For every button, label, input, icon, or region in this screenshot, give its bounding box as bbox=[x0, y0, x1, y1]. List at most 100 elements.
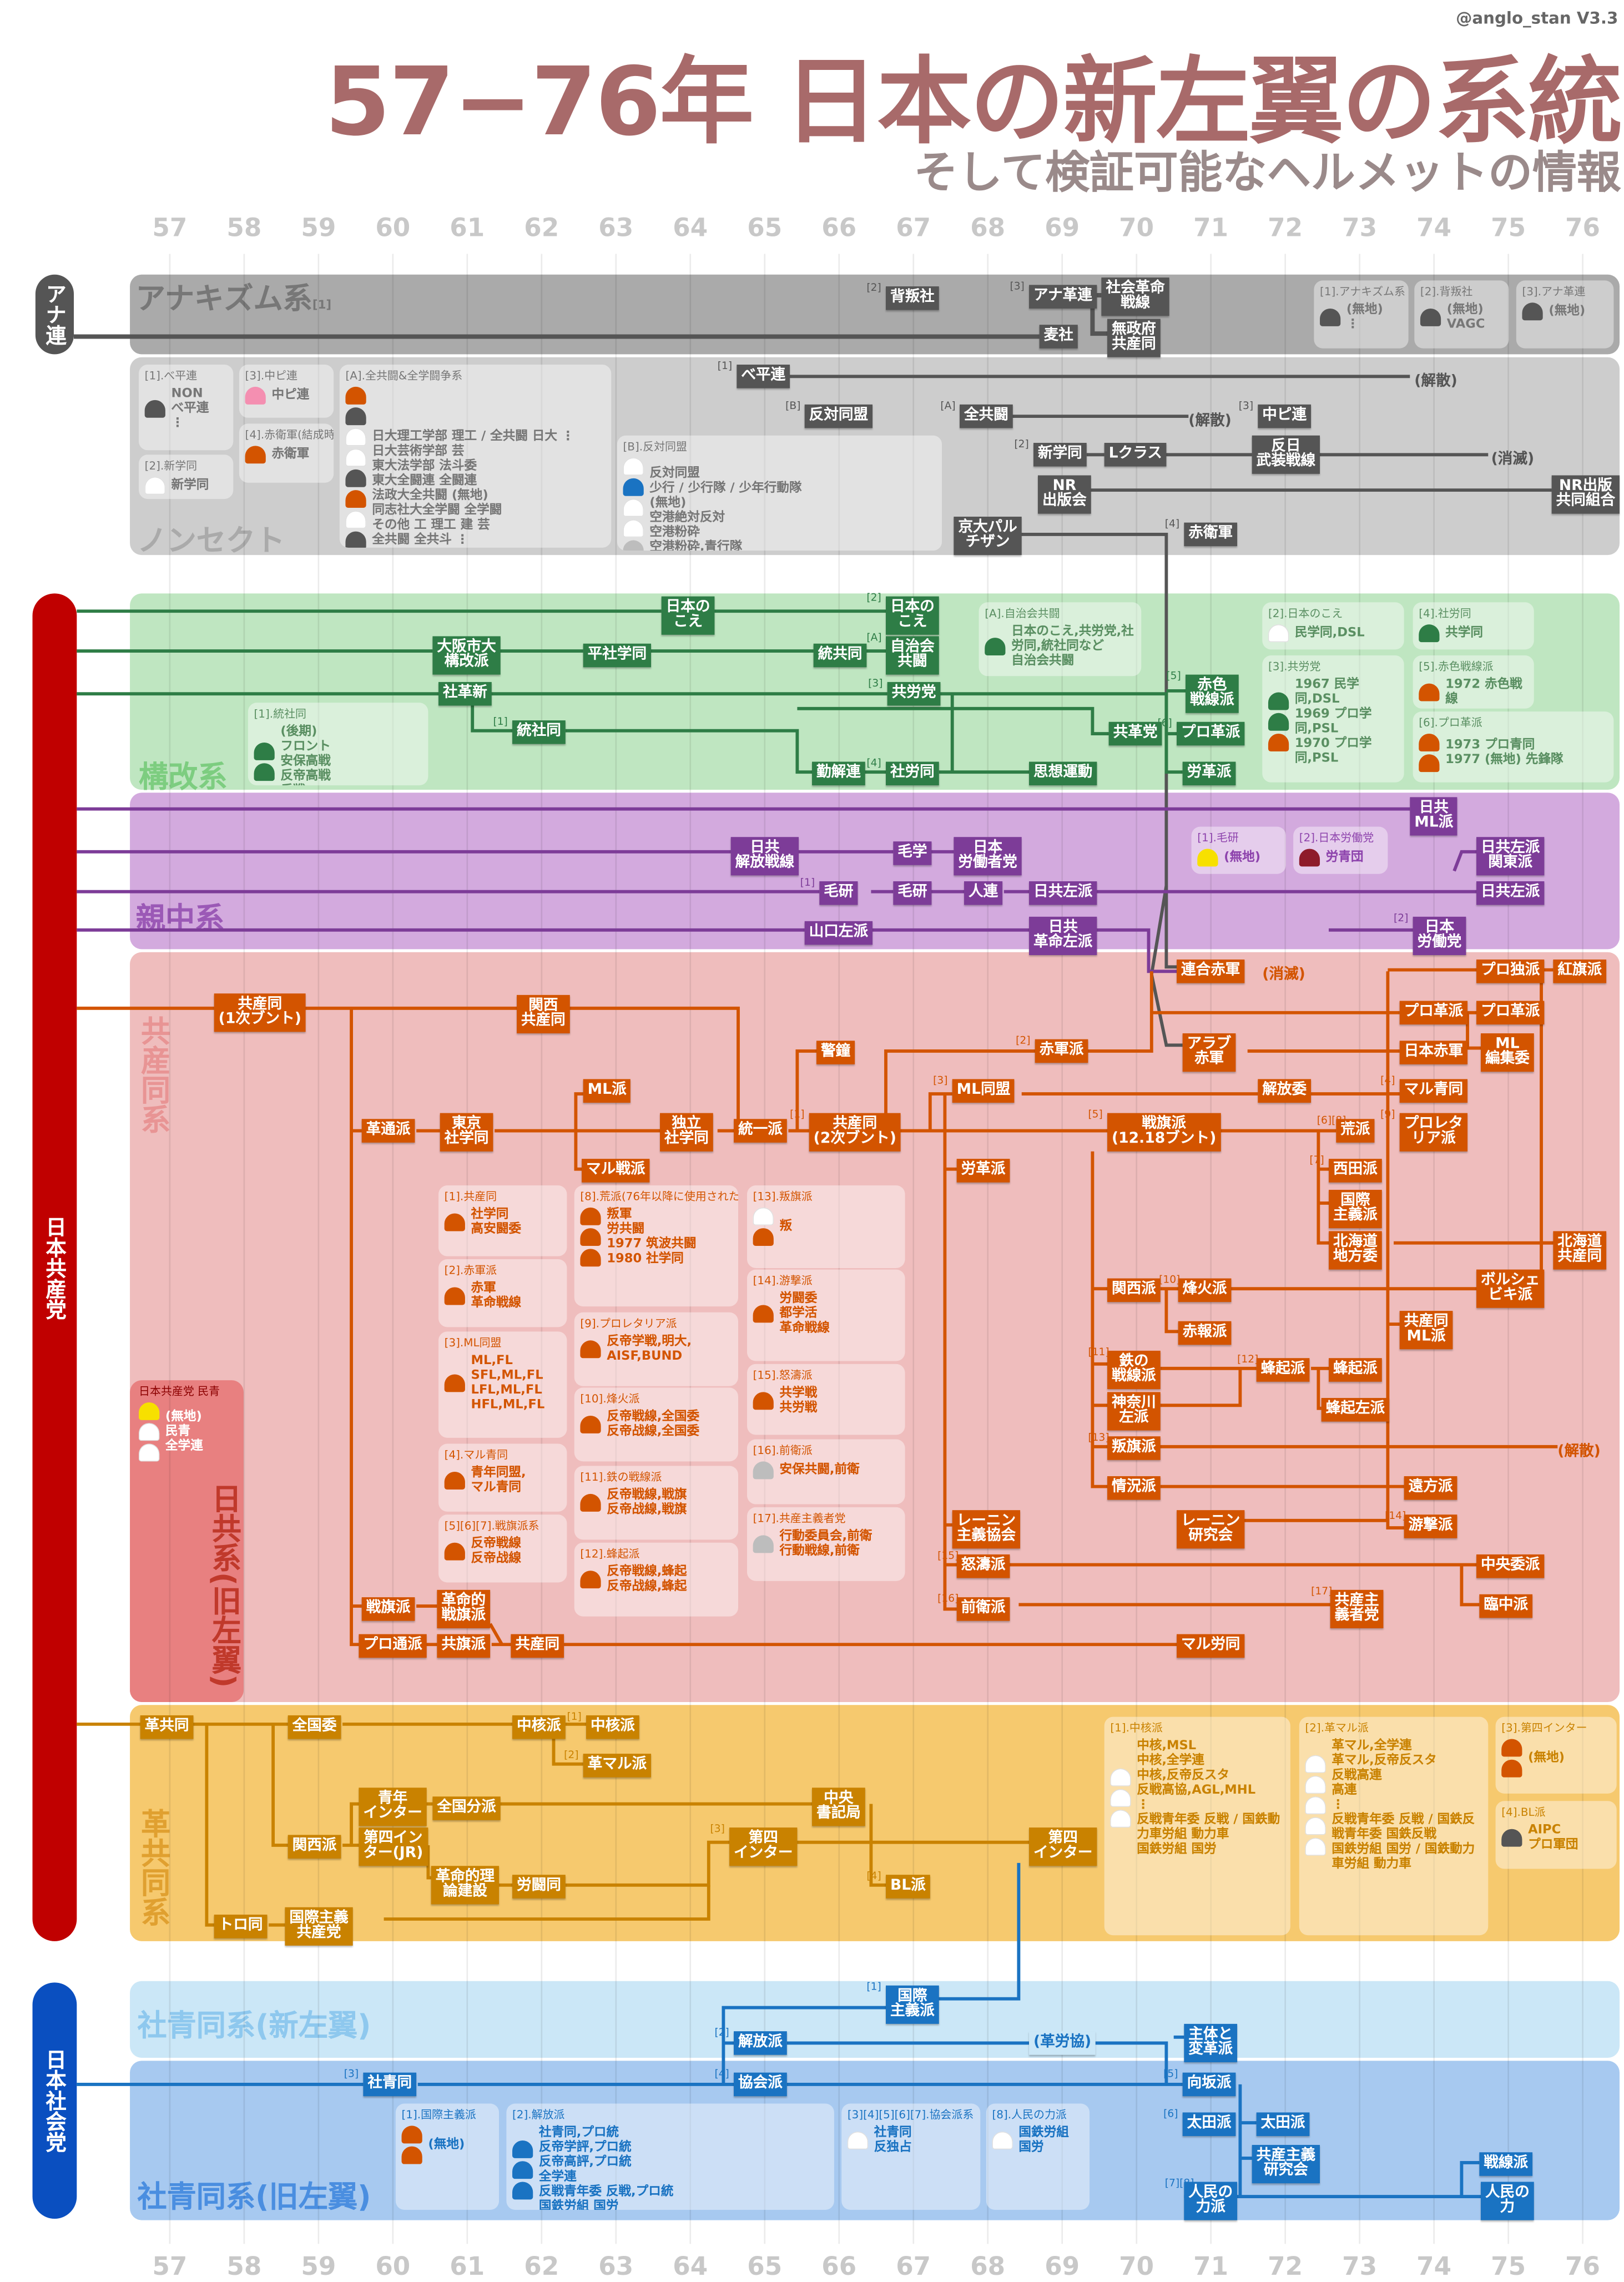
year-label: 61 bbox=[450, 2253, 485, 2282]
node-label: 第四 インター bbox=[734, 1830, 793, 1862]
year-label: 67 bbox=[896, 214, 931, 244]
year-label: 65 bbox=[747, 2253, 783, 2282]
helmet-legend: 日本共産党 民青 (無地) 民青 全学連 bbox=[133, 1380, 242, 1483]
helmet-icon bbox=[753, 1305, 774, 1323]
node-b: 東京 社学同 bbox=[440, 1113, 493, 1152]
node-label: プロ独派 bbox=[1480, 962, 1540, 979]
node-a: 社会革命 戦線 bbox=[1101, 277, 1169, 316]
node-k: 統社同 [1] bbox=[493, 716, 566, 744]
node-label: 西田派 bbox=[1333, 1162, 1378, 1178]
year-label: 73 bbox=[1342, 214, 1378, 244]
band-shaseido-new bbox=[130, 1981, 1620, 2058]
helmet-icon bbox=[623, 478, 644, 496]
node-label: 社革新 bbox=[443, 685, 487, 701]
node-label: 革マル派 bbox=[587, 1756, 647, 1773]
lineage-line bbox=[384, 1885, 710, 1921]
helmet-legend: [15].怒濤派 共学戦 共労戦 bbox=[747, 1364, 905, 1435]
node-label: 前衛派 bbox=[961, 1600, 1006, 1617]
helmet-legend: [2].背叛社 (無地) VAGC bbox=[1414, 280, 1509, 349]
node-label: 赤色 戦線派 bbox=[1189, 677, 1234, 709]
year-label: 60 bbox=[375, 214, 411, 244]
node-n: 中ピ連 [3] bbox=[1239, 400, 1312, 428]
node-b: 叛旗派 [13] bbox=[1088, 1432, 1161, 1460]
node-footnote-tag: [1] bbox=[493, 716, 508, 728]
helmet-icon bbox=[139, 1423, 160, 1441]
helmet-icon bbox=[753, 1228, 774, 1246]
node-j: 人民の 力派 [7][8] bbox=[1165, 2178, 1238, 2220]
group-label-kakukyodo: 革共同系 bbox=[135, 1808, 172, 1927]
helmet-icon bbox=[245, 446, 266, 464]
node-b: 共産同 (1次ブント) bbox=[214, 993, 306, 1032]
helmet-icon bbox=[580, 1340, 601, 1359]
helmet-legend: [1].国際主義派 (無地) bbox=[395, 2103, 500, 2210]
node-b: 革通派 bbox=[361, 1119, 415, 1143]
node-label: 全国委 bbox=[292, 1718, 337, 1735]
helmet-icon bbox=[753, 1392, 774, 1410]
lineage-line bbox=[565, 1840, 730, 1887]
helmet-icon bbox=[1419, 734, 1440, 751]
legend-text: 共学同 bbox=[1445, 625, 1484, 641]
year-label: 60 bbox=[375, 2253, 411, 2282]
node-n: NR 出版会 bbox=[1037, 475, 1091, 514]
node-b: 革命的 戦旗派 bbox=[437, 1589, 491, 1628]
legend-text: 赤軍 革命戦線 bbox=[471, 1281, 522, 1311]
node-s: 日共 解放戦線 bbox=[730, 837, 799, 876]
legend-text: 反帝戦線 反帝战線 bbox=[471, 1537, 522, 1567]
node-footnote-tag: [4] bbox=[866, 757, 881, 769]
node-b: プロ通派 bbox=[359, 1634, 427, 1658]
helmet-legend: [14].游撃派 労闘委 都学活 革命戦線 bbox=[747, 1269, 905, 1361]
lineage-line bbox=[1092, 928, 1177, 973]
node-footnote-tag: [16] bbox=[937, 1593, 959, 1605]
legend-text: 反帝戦線,蜂起 反帝战線,蜂起 bbox=[607, 1564, 687, 1594]
node-b: 北海道 共産同 bbox=[1553, 1231, 1607, 1270]
node-footnote-tag: [A] bbox=[866, 632, 882, 644]
node-footnote-tag: [2] bbox=[1014, 438, 1029, 451]
node-label: 日共左派 bbox=[1480, 884, 1540, 901]
legend-title: [A].自治会共闘 bbox=[985, 607, 1060, 620]
node-n: 反日 武装戦線 bbox=[1252, 435, 1320, 474]
legend-text: (無地) bbox=[1549, 304, 1586, 319]
node-j: 国際 主義派 [1] bbox=[866, 1981, 939, 2024]
legend-text: (後期) フロント 安保高戦 反帝高戦 反戦 bbox=[280, 725, 331, 785]
group-label-shaseido-old: 社青同系(旧左翼) bbox=[137, 2179, 371, 2215]
node-footnote-tag: [1] bbox=[866, 1981, 881, 1993]
node-b: ML 編集委 bbox=[1480, 1033, 1534, 1072]
helmet-icon bbox=[1501, 1829, 1522, 1847]
node-a: アナ革連 [3] bbox=[1010, 280, 1097, 309]
node-b: 北海道 地方委 bbox=[1329, 1231, 1382, 1270]
node-a: 麦社 bbox=[1039, 325, 1078, 349]
year-label: 70 bbox=[1119, 214, 1154, 244]
node-b: 統一派 bbox=[734, 1119, 787, 1143]
node-label: 遠方派 bbox=[1408, 1479, 1453, 1496]
helmet-icon bbox=[1305, 1796, 1326, 1815]
node-k: プロ革派 [6] bbox=[1157, 718, 1245, 746]
pill-anaren: アナ連 bbox=[35, 274, 74, 355]
node-label: 連合赤軍 bbox=[1181, 962, 1240, 979]
helmet-icon bbox=[345, 531, 366, 548]
lineage-line bbox=[1317, 1368, 1322, 1410]
legend-title: [1].国際主義派 bbox=[401, 2108, 476, 2122]
lineage-line bbox=[1160, 1368, 1242, 1407]
helmet-icon bbox=[1501, 1759, 1522, 1778]
legend-title: [4].社労同 bbox=[1419, 607, 1471, 620]
node-footnote-tag: [3] bbox=[1238, 400, 1254, 412]
node-label: 中ピ連 bbox=[1262, 407, 1307, 424]
node-label: 中核派 bbox=[517, 1718, 561, 1735]
node-label: 労革派 bbox=[1187, 764, 1232, 781]
node-label: 協会派 bbox=[738, 2075, 783, 2092]
node-j: 解放派 [2] bbox=[714, 2027, 787, 2055]
helmet-icon bbox=[444, 1472, 465, 1490]
node-s: 日共左派 bbox=[1476, 881, 1545, 905]
node-footnote-tag: [14] bbox=[1385, 1510, 1406, 1522]
node-r: 第四イン ター(JR) bbox=[359, 1827, 428, 1866]
node-b: ML同盟 [3] bbox=[933, 1074, 1015, 1103]
node-b: 労革派 bbox=[956, 1159, 1010, 1183]
page-subtitle: そして検証可能なヘルメットの情報 bbox=[914, 148, 1621, 200]
node-s: 日共左派 関東派 bbox=[1476, 837, 1545, 876]
legend-text: 社青同,プロ統 反帝学評,プロ統 反帝高評,プロ統 全学連 反戦青年委 反戦,プ… bbox=[538, 2126, 674, 2210]
node-label: 紅旗派 bbox=[1557, 962, 1602, 979]
node-r: 青年 インター bbox=[359, 1788, 427, 1826]
node-b: アラブ 赤軍 bbox=[1182, 1033, 1236, 1072]
node-label: 日本 労働者党 bbox=[958, 840, 1017, 871]
